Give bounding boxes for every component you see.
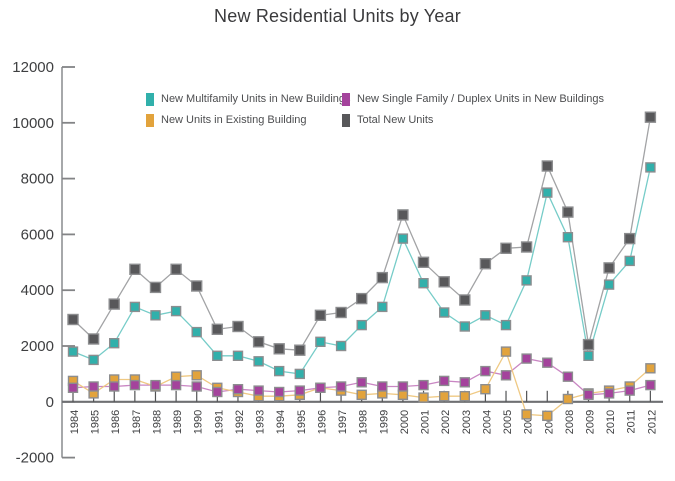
series-lines [72, 117, 652, 417]
single-family-swatch-icon [342, 92, 350, 106]
svg-text:1997: 1997 [337, 410, 349, 434]
chart-title: New Residential Units by Year [214, 6, 461, 26]
legend-item-existing-building: New Units in Existing Building [146, 113, 342, 127]
legend-item-multifamily: New Multifamily Units in New Buildings [146, 92, 351, 106]
svg-text:1984: 1984 [69, 410, 81, 434]
svg-text:2004: 2004 [481, 410, 493, 434]
svg-text:1999: 1999 [378, 410, 390, 434]
legend-label-multifamily: New Multifamily Units in New Buildings [161, 93, 351, 105]
svg-text:2000: 2000 [399, 410, 411, 434]
svg-text:8000: 8000 [21, 171, 54, 188]
svg-text:2008: 2008 [564, 410, 576, 434]
svg-text:1987: 1987 [131, 410, 143, 434]
svg-text:2002: 2002 [440, 410, 452, 434]
svg-text:2009: 2009 [585, 410, 597, 434]
total-swatch-icon [342, 113, 350, 127]
svg-text:10000: 10000 [12, 115, 54, 132]
svg-text:2000: 2000 [21, 338, 54, 355]
legend-item-single-family: New Single Family / Duplex Units in New … [342, 92, 604, 106]
legend-label-existing-building: New Units in Existing Building [161, 114, 307, 126]
existing-building-swatch-icon [146, 113, 154, 127]
multifamily-swatch-icon [146, 92, 154, 106]
svg-text:2005: 2005 [502, 410, 514, 434]
svg-text:1993: 1993 [255, 410, 267, 434]
svg-text:1995: 1995 [296, 410, 308, 434]
svg-text:1994: 1994 [275, 410, 287, 434]
chart-legend: New Multifamily Units in New Buildings N… [146, 92, 604, 127]
legend-item-total: Total New Units [342, 113, 604, 127]
svg-text:1988: 1988 [151, 410, 163, 434]
svg-text:12000: 12000 [12, 59, 54, 76]
svg-text:1998: 1998 [358, 410, 370, 434]
svg-text:1992: 1992 [234, 410, 246, 434]
svg-text:1985: 1985 [90, 410, 102, 434]
legend-label-total: Total New Units [357, 114, 434, 126]
svg-text:1990: 1990 [193, 410, 205, 434]
svg-text:2003: 2003 [461, 410, 473, 434]
svg-text:2012: 2012 [646, 410, 658, 434]
series-markers [67, 111, 657, 421]
svg-text:1996: 1996 [316, 410, 328, 434]
svg-text:1989: 1989 [172, 410, 184, 434]
svg-text:4000: 4000 [21, 282, 54, 299]
svg-text:1986: 1986 [110, 410, 122, 434]
svg-text:2010: 2010 [605, 410, 617, 434]
svg-text:1991: 1991 [213, 410, 225, 434]
svg-text:2011: 2011 [626, 410, 638, 434]
legend-label-single-family: New Single Family / Duplex Units in New … [357, 93, 604, 105]
svg-text:2001: 2001 [420, 410, 432, 434]
svg-text:0: 0 [46, 394, 54, 411]
svg-text:6000: 6000 [21, 226, 54, 243]
svg-text:-2000: -2000 [16, 450, 54, 467]
